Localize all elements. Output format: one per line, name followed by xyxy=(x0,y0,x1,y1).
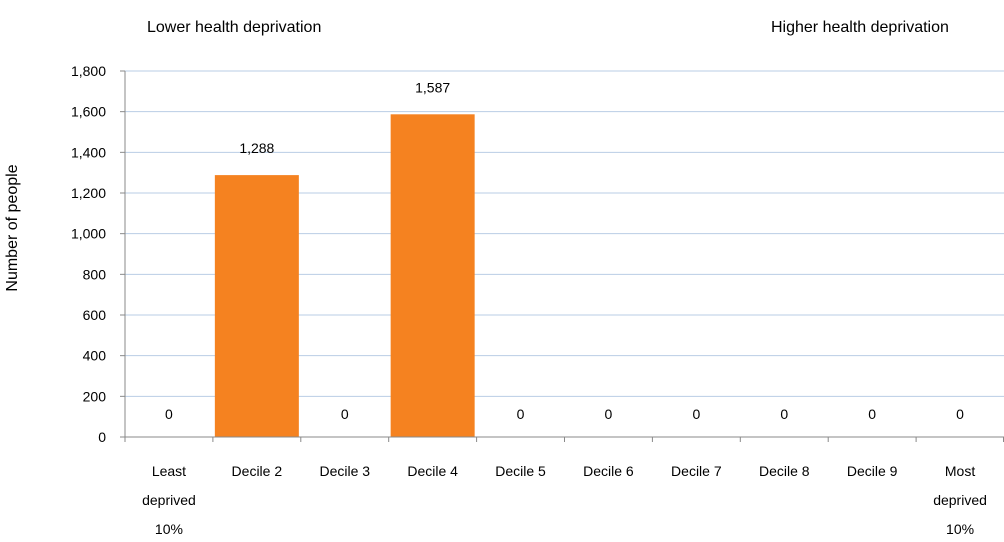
x-category-label: Least xyxy=(152,463,186,479)
x-category-label: deprived xyxy=(142,492,196,508)
y-tick-label: 1,000 xyxy=(71,226,106,242)
bars xyxy=(214,114,475,437)
x-category-label: Decile 4 xyxy=(407,463,458,479)
data-label: 1,288 xyxy=(239,140,274,156)
x-category-label: Decile 7 xyxy=(671,463,722,479)
x-category-label: 10% xyxy=(946,521,974,537)
x-category-labels: Least deprived 10% Decile 2 Decile 3 Decile 4… xyxy=(142,463,987,537)
data-label: 0 xyxy=(692,406,700,422)
bar xyxy=(214,175,299,437)
x-category-label: Decile 5 xyxy=(495,463,546,479)
y-tick-label: 0 xyxy=(98,429,106,445)
data-label: 0 xyxy=(165,406,173,422)
data-label: 0 xyxy=(780,406,788,422)
x-category-label: Decile 3 xyxy=(319,463,370,479)
y-tick-label: 1,400 xyxy=(71,144,106,160)
right-annotation: Higher health deprivation xyxy=(771,19,949,36)
y-axis-title: Number of people xyxy=(4,164,21,291)
y-tick-labels: 0 200 400 600 800 1,000 1,200 1,400 1,600 1,800 xyxy=(71,63,106,445)
y-tick-label: 800 xyxy=(83,266,107,282)
x-category-label: Decile 9 xyxy=(847,463,898,479)
y-tick-label: 1,200 xyxy=(71,185,106,201)
y-tick-label: 400 xyxy=(83,348,107,364)
y-tick-label: 600 xyxy=(83,307,107,323)
bar xyxy=(390,114,475,437)
data-label: 1,587 xyxy=(415,79,450,95)
x-category-label: deprived xyxy=(933,492,987,508)
data-label: 0 xyxy=(605,406,613,422)
x-category-label: Decile 2 xyxy=(232,463,283,479)
data-labels: 0 1,288 0 1,587 0 0 0 0 0 0 xyxy=(165,79,964,422)
data-label: 0 xyxy=(956,406,964,422)
y-tick-label: 1,600 xyxy=(71,104,106,120)
y-tick-label: 1,800 xyxy=(71,63,106,79)
x-category-label: Most xyxy=(945,463,975,479)
axes xyxy=(120,70,1004,442)
x-category-label: Decile 8 xyxy=(759,463,810,479)
x-category-label: 10% xyxy=(155,521,183,537)
y-tick-label: 200 xyxy=(83,388,107,404)
data-label: 0 xyxy=(517,406,525,422)
data-label: 0 xyxy=(341,406,349,422)
x-category-label: Decile 6 xyxy=(583,463,634,479)
left-annotation: Lower health deprivation xyxy=(147,19,321,36)
data-label: 0 xyxy=(868,406,876,422)
